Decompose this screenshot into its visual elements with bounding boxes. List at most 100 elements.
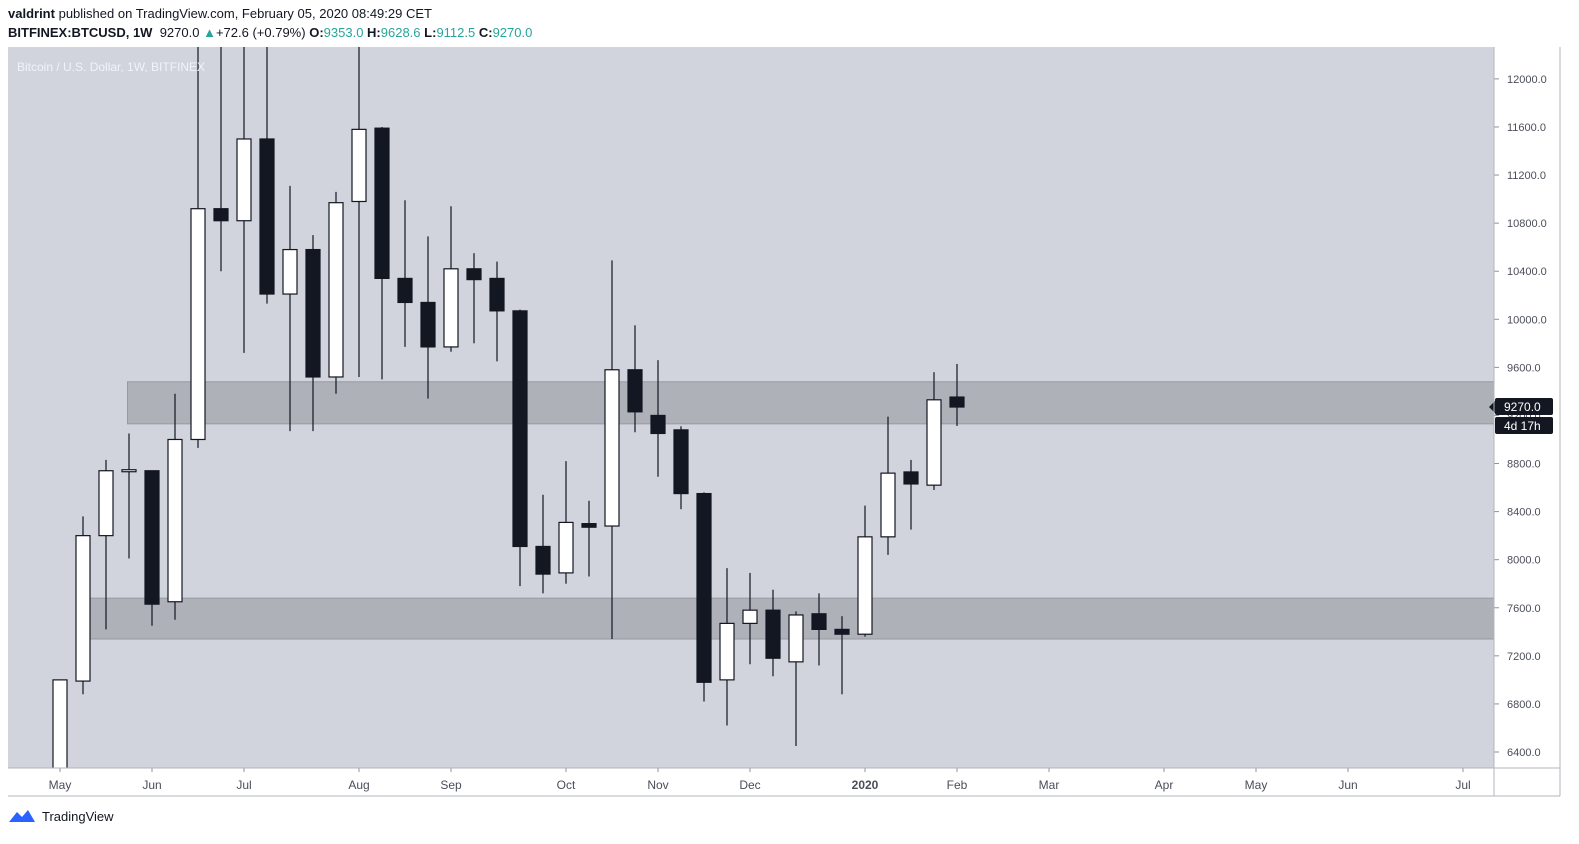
symbol-name[interactable]: BITFINEX:BTCUSD — [8, 25, 126, 40]
candle[interactable] — [98, 459, 114, 630]
candle[interactable] — [673, 426, 689, 510]
candle[interactable] — [489, 261, 505, 362]
candle[interactable] — [581, 500, 597, 577]
last-price-tag-bg — [1495, 398, 1553, 416]
candle[interactable] — [167, 393, 183, 620]
support-resistance-zone[interactable] — [81, 597, 1495, 640]
candle[interactable] — [834, 616, 850, 695]
candle[interactable] — [144, 470, 160, 626]
candle-body-up — [75, 535, 91, 682]
y-tick-label: 7200.0 — [1507, 651, 1541, 663]
candle[interactable] — [880, 416, 896, 555]
candle[interactable] — [650, 360, 666, 477]
candle-body-up — [604, 369, 620, 527]
candle[interactable] — [788, 611, 804, 746]
candle[interactable] — [328, 191, 344, 394]
candle[interactable] — [259, 0, 275, 304]
x-tick-label: Jul — [236, 778, 251, 792]
candle-body-up — [926, 399, 942, 486]
x-tick-label: Apr — [1155, 778, 1174, 792]
author-name[interactable]: valdrint — [8, 6, 55, 21]
candle[interactable] — [374, 126, 390, 380]
candle[interactable] — [696, 492, 712, 702]
x-tick-label: Aug — [348, 778, 369, 792]
candle[interactable] — [351, 39, 367, 377]
candle[interactable] — [420, 236, 436, 399]
candle[interactable] — [236, 0, 252, 353]
candle-body-down — [535, 545, 551, 575]
candle[interactable] — [443, 206, 459, 352]
candle-body-up — [719, 622, 735, 681]
candle[interactable] — [765, 589, 781, 677]
time-axis[interactable]: May Jun Jul Aug Sep Oct Nov Dec 2020 Feb Mar Apr May… — [49, 768, 1471, 792]
y-tick-label: 11200.0 — [1507, 170, 1546, 182]
x-tick-label: Oct — [557, 778, 576, 792]
support-resistance-zone[interactable] — [127, 381, 1495, 425]
candle-body-up — [52, 679, 68, 768]
x-tick-label: May — [49, 778, 72, 792]
up-arrow-icon: ▲ — [203, 25, 216, 40]
candle-body-up — [328, 202, 344, 378]
candle-body-up — [880, 472, 896, 538]
candle[interactable] — [926, 372, 942, 490]
tradingview-logo-icon — [9, 810, 35, 822]
x-tick-label: Dec — [739, 778, 760, 792]
candle-body-up — [351, 128, 367, 203]
countdown-tag-bg — [1495, 417, 1553, 435]
last-price-tag: 9270.0 — [1504, 400, 1541, 414]
candle-body-up — [236, 138, 252, 222]
candle[interactable] — [719, 568, 735, 726]
candle-body-down — [213, 208, 229, 222]
candle[interactable] — [857, 505, 873, 637]
y-tick-label: 12000.0 — [1507, 74, 1547, 86]
candle-body-down — [420, 301, 436, 348]
candle[interactable] — [558, 461, 574, 584]
candle[interactable] — [213, 0, 229, 272]
y-tick-label: 9600.0 — [1507, 362, 1541, 374]
candle[interactable] — [627, 325, 643, 433]
candle[interactable] — [121, 433, 137, 559]
high-label: H: — [367, 25, 381, 40]
x-tick-label: May — [1245, 778, 1268, 792]
footer-brand[interactable]: TradingView — [8, 808, 114, 824]
countdown-tag: 4d 17h — [1504, 419, 1541, 433]
candle[interactable] — [190, 0, 206, 448]
open-value: 9353.0 — [323, 25, 364, 40]
x-tick-label: Mar — [1039, 778, 1060, 792]
candle-body-down — [512, 310, 528, 548]
candle[interactable] — [397, 200, 413, 347]
x-tick-label: Feb — [947, 778, 968, 792]
y-tick-label: 10000.0 — [1507, 314, 1547, 326]
candle-body-down — [305, 248, 321, 378]
candle-body-up — [121, 469, 137, 473]
high-value: 9628.6 — [380, 25, 421, 40]
candle[interactable] — [811, 593, 827, 666]
y-tick-label: 11600.0 — [1507, 122, 1546, 134]
candle[interactable] — [305, 235, 321, 432]
candle[interactable] — [535, 494, 551, 594]
open-label: O: — [309, 25, 324, 40]
candle[interactable] — [52, 679, 68, 844]
price-axis[interactable]: 6400.0 6800.0 7200.0 7600.0 8000.0 8400.0 8800… — [1494, 74, 1547, 759]
candle[interactable] — [903, 459, 919, 530]
candle-body-down — [627, 369, 643, 413]
candle[interactable] — [466, 253, 482, 344]
candle-body-down — [696, 492, 712, 683]
x-tick-label: Sep — [440, 778, 462, 792]
candle-body-down — [259, 138, 275, 295]
candle[interactable] — [742, 572, 758, 665]
interval-label: 1W — [132, 25, 153, 40]
candle-body-up — [98, 470, 114, 537]
candle[interactable] — [604, 260, 620, 640]
candle[interactable] — [75, 516, 91, 695]
publish-text: published on TradingView.com, February 0… — [58, 6, 432, 21]
symbol-legend: BITFINEX:BTCUSD, 1W 9270.0 ▲+72.6 (+0.79… — [8, 25, 533, 40]
candle[interactable] — [512, 309, 528, 587]
candle-body-down — [489, 277, 505, 312]
low-value: 9112.5 — [436, 25, 476, 40]
candle[interactable] — [949, 363, 965, 426]
candle-body-up — [558, 521, 574, 574]
candle[interactable] — [282, 185, 298, 432]
candle-body-up — [282, 248, 298, 295]
